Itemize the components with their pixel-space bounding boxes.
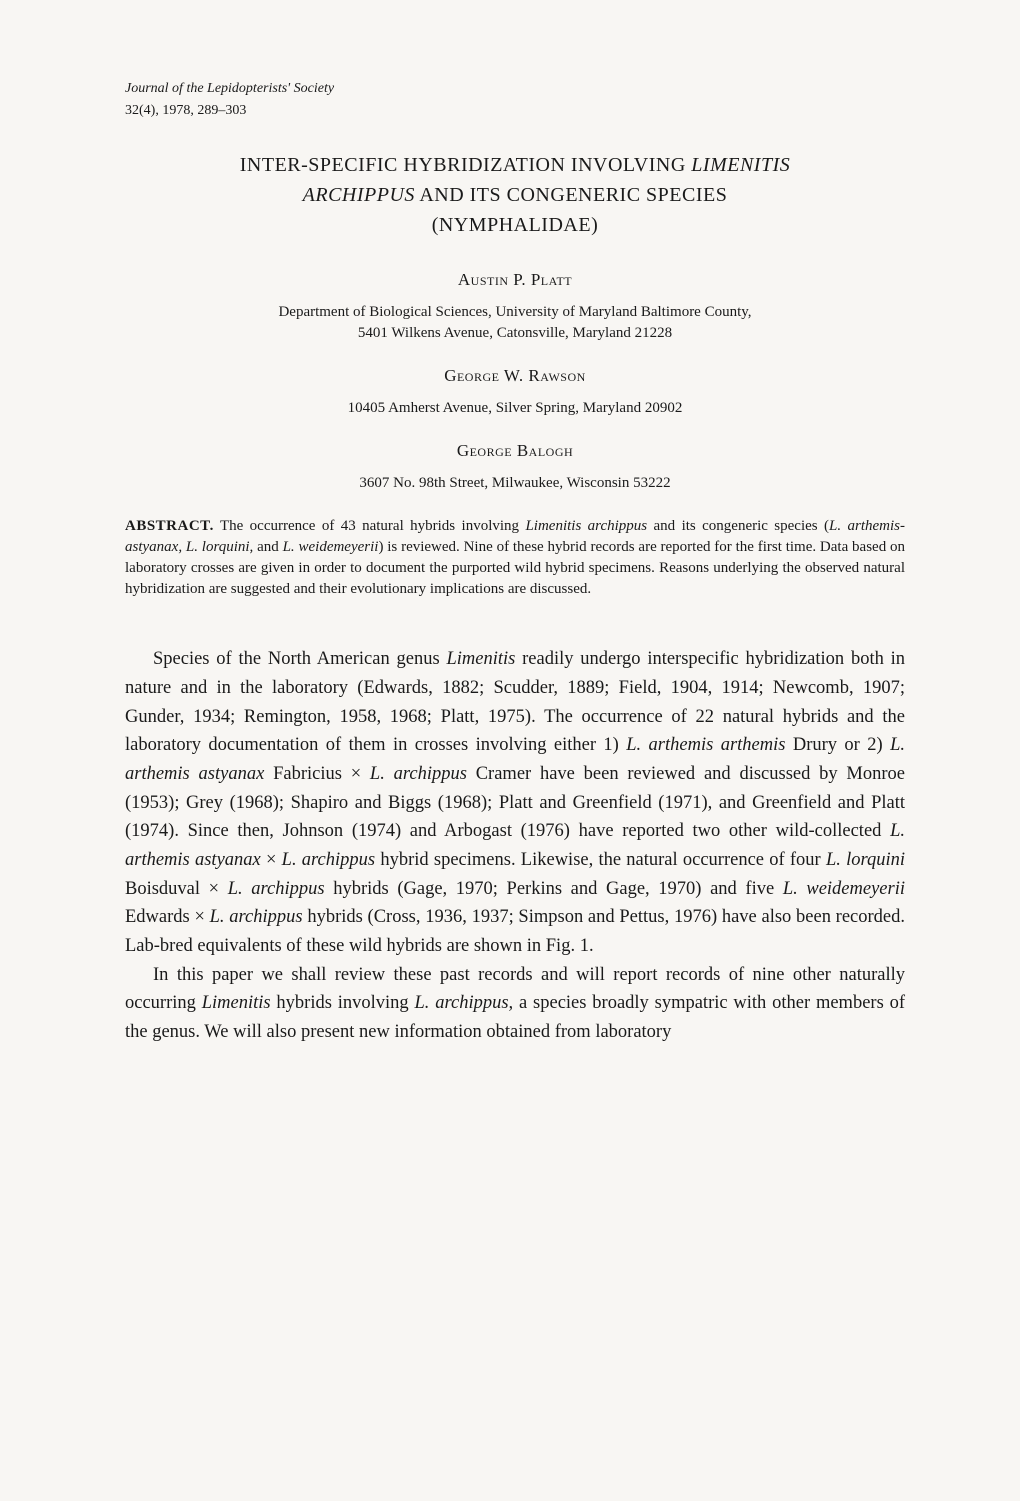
abstract-text: The occurrence of 43 natural hybrids inv…: [214, 518, 526, 534]
body-text: hybrids (Gage, 1970; Perkins and Gage, 1…: [325, 879, 783, 899]
article-title: INTER-SPECIFIC HYBRIDIZATION INVOLVING L…: [125, 150, 905, 240]
body-text: hybrids involving: [271, 993, 415, 1013]
body-italic: L. archippus: [282, 850, 375, 870]
author-3-affiliation: 3607 No. 98th Street, Milwaukee, Wiscons…: [125, 473, 905, 494]
body-text: Boisduval ×: [125, 879, 228, 899]
author-2-affiliation: 10405 Amherst Avenue, Silver Spring, Mar…: [125, 398, 905, 419]
author-3-name: George Balogh: [125, 441, 905, 461]
abstract-label: ABSTRACT.: [125, 518, 214, 534]
abstract-text: and: [253, 539, 282, 555]
body-italic: L. lorquini: [826, 850, 905, 870]
body-italic: Limenitis: [202, 993, 271, 1013]
abstract-text: and its congeneric species (: [647, 518, 829, 534]
body-text: Edwards ×: [125, 907, 210, 927]
title-italic-2: ARCHIPPUS: [303, 184, 415, 206]
title-text-2: AND ITS CONGENERIC SPECIES: [415, 184, 727, 206]
body-text: hybrid specimens. Likewise, the natural …: [375, 850, 826, 870]
abstract-italic: L. weidemeyerii: [283, 539, 379, 555]
citation-info: 32(4), 1978, 289–303: [125, 102, 905, 120]
body-text: Drury or 2): [785, 735, 890, 755]
body-text: ×: [261, 850, 282, 870]
body-paragraph-1: Species of the North American genus Lime…: [125, 645, 905, 960]
author-2-name: George W. Rawson: [125, 366, 905, 386]
body-italic: L. archippus,: [415, 993, 514, 1013]
body-italic: L. archippus: [370, 764, 467, 784]
affiliation-line: Department of Biological Sciences, Unive…: [278, 304, 751, 320]
abstract-italic: Limenitis archippus: [525, 518, 647, 534]
abstract-section: ABSTRACT. The occurrence of 43 natural h…: [125, 516, 905, 600]
author-1-name: Austin P. Platt: [125, 270, 905, 290]
body-italic: L. arthemis arthemis: [626, 735, 785, 755]
title-text-3: (NYMPHALIDAE): [432, 214, 598, 236]
title-italic-1: LIMENITIS: [691, 154, 790, 176]
body-italic: L. weidemeyerii: [783, 879, 905, 899]
body-text: Species of the North American genus: [153, 649, 446, 669]
body-text: Fabricius ×: [264, 764, 370, 784]
title-text-1: INTER-SPECIFIC HYBRIDIZATION INVOLVING: [240, 154, 692, 176]
body-italic: Limenitis: [446, 649, 515, 669]
author-1-affiliation: Department of Biological Sciences, Unive…: [125, 302, 905, 344]
body-paragraph-2: In this paper we shall review these past…: [125, 961, 905, 1047]
affiliation-line: 5401 Wilkens Avenue, Catonsville, Maryla…: [358, 325, 672, 341]
journal-name: Journal of the Lepidopterists' Society: [125, 80, 905, 98]
body-italic: L. archippus: [228, 879, 325, 899]
body-italic: L. archippus: [210, 907, 303, 927]
